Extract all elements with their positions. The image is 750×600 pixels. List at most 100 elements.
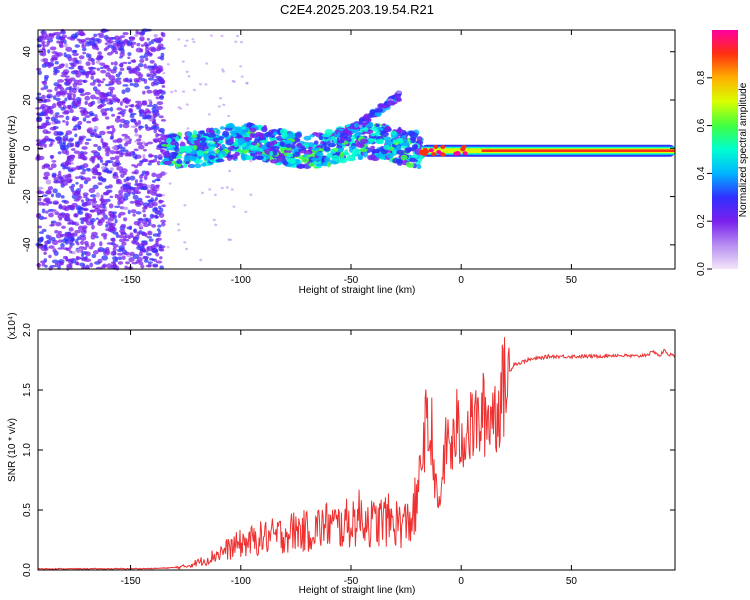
heatmap-cell xyxy=(55,233,62,239)
heatmap-cell xyxy=(43,143,47,148)
heatmap-cell xyxy=(47,186,54,191)
heatmap-cell xyxy=(66,155,71,161)
heatmap-cell xyxy=(126,67,132,71)
heatmap-cell xyxy=(392,139,398,144)
heatmap-cell xyxy=(339,152,345,159)
heatmap-cell xyxy=(158,77,162,81)
heatmap-cell xyxy=(83,107,87,111)
heatmap-cell xyxy=(219,97,223,100)
heatmap-cell xyxy=(285,143,293,148)
heatmap-cell xyxy=(79,154,86,160)
heatmap-cell xyxy=(136,257,143,263)
heatmap-cell xyxy=(65,63,69,69)
heatmap-cell xyxy=(396,149,405,155)
heatmap-cell xyxy=(411,144,418,150)
heatmap-cell xyxy=(134,33,139,37)
heatmap-cell xyxy=(136,42,141,47)
heatmap-cell xyxy=(52,248,57,253)
heatmap-cell xyxy=(376,107,384,113)
heatmap-cell xyxy=(153,128,157,134)
heatmap-cell xyxy=(97,51,103,56)
heatmap-cell xyxy=(272,131,278,136)
heatmap-cell xyxy=(38,215,44,221)
heatmap-cell xyxy=(176,223,180,226)
heatmap-cell xyxy=(331,154,340,161)
heatmap-cell xyxy=(41,262,46,267)
heatmap-cell xyxy=(158,115,164,119)
heatmap-cell xyxy=(134,133,139,137)
heatmap-cell xyxy=(117,234,124,239)
heatmap-cell xyxy=(311,147,320,151)
heatmap-cell xyxy=(73,190,81,196)
heatmap-cell xyxy=(36,189,42,195)
heatmap-cell xyxy=(84,95,91,101)
heatmap-cell xyxy=(440,144,446,149)
heatmap-cell xyxy=(74,59,80,63)
heatmap-cell xyxy=(156,68,162,74)
heatmap-cell xyxy=(78,106,85,110)
heatmap-cell xyxy=(133,148,139,152)
heatmap-cell xyxy=(37,213,42,217)
heatmap-cell xyxy=(355,132,362,136)
heatmap-cell xyxy=(61,71,69,75)
heatmap-cell xyxy=(105,145,110,152)
heatmap-cell xyxy=(370,132,377,137)
heatmap-cell xyxy=(142,153,146,160)
heatmap-cell xyxy=(99,92,106,95)
heatmap-cell xyxy=(271,140,278,145)
heatmap-cell xyxy=(119,67,125,72)
heatmap-cell xyxy=(192,130,198,136)
heatmap-cell xyxy=(81,146,88,150)
heatmap-cell xyxy=(104,107,111,111)
heatmap-cell xyxy=(153,207,158,211)
heatmap-cell xyxy=(133,228,137,233)
heatmap-cell xyxy=(119,170,124,174)
heatmap-cell xyxy=(115,73,121,78)
heatmap-cell xyxy=(69,178,73,182)
heatmap-cell xyxy=(85,138,92,142)
heatmap-cell xyxy=(276,155,283,162)
heatmap-cell xyxy=(142,202,150,208)
heatmap-cell xyxy=(91,253,97,259)
heatmap-cell xyxy=(52,32,57,36)
heatmap-cell xyxy=(97,248,102,252)
heatmap-cell xyxy=(219,126,225,130)
heatmap-cell xyxy=(70,232,78,237)
heatmap-cell xyxy=(102,144,107,149)
heatmap-cell xyxy=(142,223,150,228)
colorbar-tick-label: 0.8 xyxy=(696,70,707,84)
heatmap-cell xyxy=(154,196,158,201)
heatmap-cell xyxy=(71,202,78,208)
heatmap-cell xyxy=(70,142,75,147)
heatmap-cell xyxy=(117,213,122,219)
heatmap-cell xyxy=(287,153,293,158)
heatmap-cell xyxy=(104,162,108,167)
heatmap-cell xyxy=(112,66,118,71)
heatmap-cell xyxy=(200,191,204,195)
heatmap-cell xyxy=(183,44,187,48)
heatmap-cell xyxy=(239,65,243,68)
heatmap-cell xyxy=(153,138,158,143)
heatmap-cell xyxy=(76,242,80,246)
figure-title: C2E4.2025.203.19.54.R21 xyxy=(280,2,434,17)
heatmap-cell xyxy=(121,89,126,95)
heatmap-cell xyxy=(84,251,91,257)
heatmap-cell xyxy=(127,236,131,240)
heatmap-cell xyxy=(77,79,84,83)
heatmap-cell xyxy=(74,229,82,234)
heatmap-cell xyxy=(400,154,408,161)
heatmap-cell xyxy=(118,245,125,250)
heatmap-cell xyxy=(145,195,151,199)
heatmap-cell xyxy=(422,151,428,156)
heatmap-cell xyxy=(136,242,140,246)
heatmap-cell xyxy=(121,113,125,117)
heatmap-cell xyxy=(222,103,226,107)
heatmap-cell xyxy=(240,75,244,78)
snr-x-tick-label: -150 xyxy=(121,576,141,587)
heatmap-cell xyxy=(73,198,80,202)
heatmap-cell xyxy=(294,151,300,155)
heatmap-cell xyxy=(117,144,123,149)
heatmap-cell xyxy=(92,203,98,207)
heatmap-cell xyxy=(148,73,154,78)
heatmap-cell xyxy=(151,179,156,183)
